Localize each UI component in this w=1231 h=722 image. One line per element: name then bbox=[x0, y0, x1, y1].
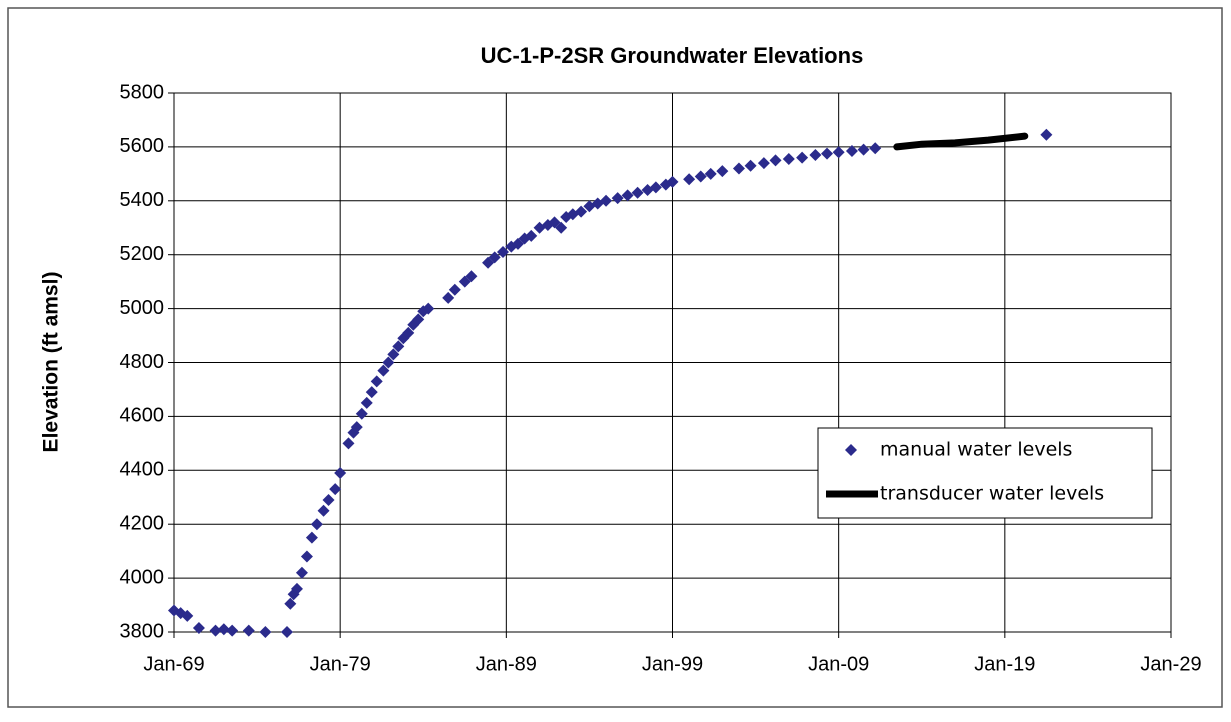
data-point bbox=[322, 493, 335, 506]
data-point bbox=[342, 437, 355, 450]
legend-box bbox=[817, 427, 1153, 519]
chart-title: UC-1-P-2SR Groundwater Elevations bbox=[481, 43, 864, 68]
data-point bbox=[360, 396, 373, 409]
data-point bbox=[683, 173, 696, 186]
data-point bbox=[392, 340, 405, 353]
data-point bbox=[649, 181, 662, 194]
data-point bbox=[694, 170, 707, 183]
data-point bbox=[782, 153, 795, 166]
data-point bbox=[382, 356, 395, 369]
x-tick-label: Jan-89 bbox=[476, 653, 537, 675]
data-point bbox=[821, 147, 834, 160]
data-point bbox=[280, 626, 293, 638]
legend-label: manual water levels bbox=[880, 439, 1072, 461]
y-tick-label: 5000 bbox=[120, 297, 165, 319]
data-point bbox=[769, 154, 782, 167]
data-point bbox=[300, 550, 313, 563]
data-point bbox=[350, 421, 363, 434]
data-point bbox=[488, 251, 501, 264]
y-tick-label: 4400 bbox=[120, 459, 165, 481]
data-point bbox=[465, 270, 478, 283]
data-point bbox=[365, 386, 378, 399]
x-tick-label: Jan-79 bbox=[310, 653, 371, 675]
x-tick-label: Jan-19 bbox=[974, 653, 1035, 675]
data-point bbox=[377, 364, 390, 377]
data-point bbox=[611, 192, 624, 205]
data-point bbox=[744, 159, 757, 172]
data-point bbox=[209, 624, 222, 637]
data-point bbox=[1040, 128, 1053, 141]
legend-marker bbox=[845, 444, 857, 456]
x-tick-label: Jan-99 bbox=[642, 653, 703, 675]
data-line bbox=[893, 132, 1029, 151]
data-point bbox=[370, 375, 383, 388]
data-point bbox=[548, 216, 561, 229]
data-point bbox=[511, 237, 524, 250]
y-tick-label: 5200 bbox=[120, 243, 165, 265]
y-tick-label: 5600 bbox=[120, 135, 165, 157]
data-point bbox=[317, 504, 330, 517]
y-tick-label: 5400 bbox=[120, 189, 165, 211]
data-point bbox=[305, 531, 318, 544]
data-point bbox=[442, 291, 455, 304]
data-point bbox=[716, 165, 729, 178]
data-point bbox=[600, 194, 613, 207]
data-point bbox=[631, 186, 644, 199]
data-point bbox=[525, 229, 538, 242]
data-point bbox=[621, 189, 634, 202]
data-point bbox=[666, 175, 679, 188]
y-tick-label: 3800 bbox=[120, 620, 165, 642]
data-point bbox=[402, 326, 415, 339]
data-point bbox=[757, 157, 770, 170]
x-tick-label: Jan-29 bbox=[1140, 653, 1201, 675]
data-point bbox=[448, 283, 461, 296]
data-point bbox=[334, 466, 347, 479]
data-point bbox=[192, 621, 205, 634]
data-point bbox=[242, 624, 255, 637]
data-point bbox=[181, 609, 194, 622]
data-point bbox=[505, 240, 518, 253]
data-point bbox=[259, 626, 272, 638]
data-point bbox=[412, 313, 425, 326]
data-point bbox=[809, 148, 822, 161]
data-point bbox=[310, 518, 323, 531]
y-tick-label: 4000 bbox=[120, 566, 165, 588]
y-tick-label: 4600 bbox=[120, 405, 165, 427]
x-tick-label: Jan-69 bbox=[143, 653, 204, 675]
y-tick-label: 4800 bbox=[120, 351, 165, 373]
y-tick-label: 5800 bbox=[120, 81, 165, 103]
data-point bbox=[482, 256, 495, 269]
data-point bbox=[226, 624, 239, 637]
data-point bbox=[869, 142, 882, 155]
data-point bbox=[555, 221, 568, 234]
data-point bbox=[295, 566, 308, 579]
data-point bbox=[832, 146, 845, 159]
data-point bbox=[845, 144, 858, 157]
legend-label: transducer water levels bbox=[880, 483, 1104, 505]
data-point bbox=[732, 162, 745, 175]
data-point bbox=[704, 167, 717, 180]
data-point bbox=[355, 407, 368, 420]
data-point bbox=[290, 582, 303, 595]
data-point bbox=[217, 623, 230, 636]
data-point bbox=[329, 483, 342, 496]
data-point bbox=[857, 143, 870, 156]
y-axis-label: Elevation (ft amsl) bbox=[40, 272, 63, 453]
data-point bbox=[497, 246, 510, 259]
data-point bbox=[796, 151, 809, 164]
data-point bbox=[284, 597, 297, 610]
x-tick-label: Jan-09 bbox=[808, 653, 869, 675]
y-tick-label: 4200 bbox=[120, 512, 165, 534]
data-point bbox=[575, 205, 588, 218]
data-point bbox=[387, 348, 400, 361]
data-point bbox=[458, 275, 471, 288]
data-point bbox=[422, 302, 435, 315]
